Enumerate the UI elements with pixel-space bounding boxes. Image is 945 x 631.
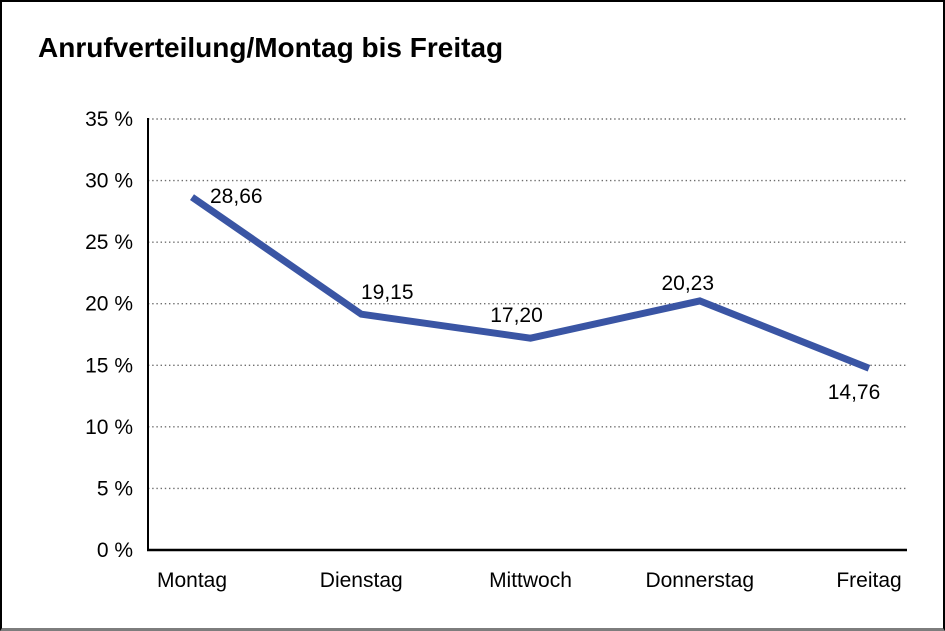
y-tick-label: 10 %	[85, 416, 133, 439]
y-tick-label: 30 %	[85, 170, 133, 193]
x-category-label: Montag	[157, 569, 227, 592]
data-point-label: 20,23	[661, 272, 714, 295]
y-tick-label: 0 %	[97, 539, 133, 562]
data-point-label: 14,76	[828, 381, 881, 404]
x-category-label: Dienstag	[320, 569, 403, 592]
y-tick-label: 35 %	[85, 108, 133, 131]
x-category-label: Freitag	[836, 569, 901, 592]
y-tick-label: 5 %	[97, 477, 133, 500]
y-tick-label: 20 %	[85, 293, 133, 316]
data-point-label: 28,66	[210, 185, 263, 208]
x-category-label: Donnerstag	[645, 569, 754, 592]
y-tick-label: 25 %	[85, 231, 133, 254]
x-category-label: Mittwoch	[489, 569, 572, 592]
data-point-label: 19,15	[361, 281, 414, 304]
chart-title: Anrufverteilung/Montag bis Freitag	[38, 32, 504, 63]
data-line	[190, 194, 871, 372]
data-point-label: 17,20	[490, 304, 543, 327]
y-tick-label: 15 %	[85, 354, 133, 377]
